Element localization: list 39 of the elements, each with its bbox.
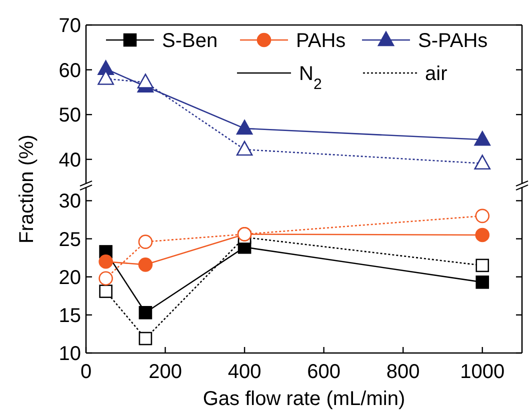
y-tick-label: 10	[58, 343, 81, 365]
point	[475, 208, 490, 224]
x-tick-label: 600	[307, 361, 341, 383]
x-tick-label: 200	[148, 361, 182, 383]
point	[474, 131, 491, 146]
y-tick-label: 25	[58, 228, 81, 251]
point	[236, 120, 253, 135]
y-tick-label: 15	[58, 304, 81, 327]
y-tick-label: 20	[58, 266, 81, 289]
x-axis-title: Gas flow rate (mL/min)	[202, 388, 406, 410]
point	[137, 74, 154, 88]
legend-label: S-Ben	[162, 30, 218, 52]
x-tick-label: 1000	[460, 361, 505, 383]
y-tick-label: 50	[58, 104, 81, 127]
point	[138, 306, 152, 320]
point	[138, 332, 152, 346]
y-tick-label: 30	[58, 190, 81, 213]
annotation: N$_{2}$	[299, 63, 322, 92]
point	[476, 258, 490, 272]
point	[98, 254, 113, 269]
y-tick-label: 70	[58, 15, 81, 37]
point	[236, 140, 253, 156]
y-tick-label: 40	[58, 149, 81, 172]
point	[476, 276, 490, 289]
y-tick-label: 60	[58, 60, 81, 82]
point	[475, 228, 490, 242]
point	[99, 284, 112, 298]
point	[98, 70, 114, 85]
annotation: air	[425, 63, 448, 85]
legend-label: PAHs	[296, 30, 346, 52]
point	[98, 271, 113, 286]
y-axis-title: Fraction (%)	[16, 134, 38, 244]
point	[138, 258, 153, 272]
point	[474, 154, 491, 170]
point	[138, 234, 153, 249]
x-tick-label: 0	[80, 361, 92, 383]
legend-label: S-PAHs	[418, 30, 488, 52]
x-tick-label: 400	[228, 361, 262, 383]
x-tick-label: 800	[386, 361, 420, 383]
